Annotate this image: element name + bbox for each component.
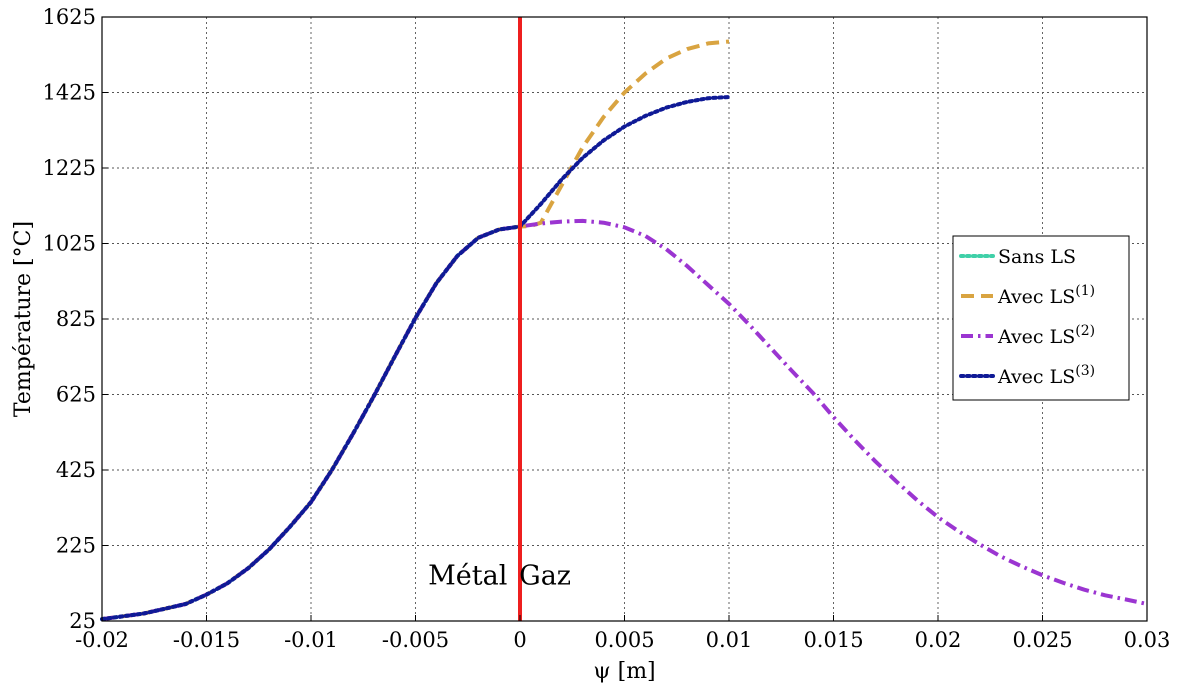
y-tick-label: 425 [56,458,96,482]
x-tick-label: -0.005 [382,628,449,652]
y-tick-label: 1625 [43,5,96,29]
y-tick-label: 25 [69,609,96,633]
axis-ticks: -0.02 -0.015 -0.01 -0.005 0 0.005 0.01 0.015 0.0… [43,5,1171,652]
y-tick-label: 1025 [43,232,96,256]
x-tick-label: 0.025 [1012,628,1072,652]
series-lines [100,39,1148,622]
y-tick-label: 225 [56,534,96,558]
series-line-4 [100,95,731,622]
legend-superscript: (2) [1075,323,1095,339]
series-line-2 [101,39,730,622]
x-tick-label: 0.02 [915,628,962,652]
y-tick-label: 1225 [43,156,96,180]
x-tick-label: -0.01 [284,628,338,652]
x-tick-label: 0.005 [594,628,654,652]
x-tick-label: 0 [513,628,526,652]
x-tick-label: -0.02 [75,628,129,652]
x-tick-label: -0.015 [173,628,240,652]
legend-label: Sans LS [998,246,1076,268]
y-axis-title: Température [°C] [11,221,36,417]
annotation-metal: Métal [428,560,507,591]
y-tick-label: 1425 [43,81,96,105]
x-tick-label: 0.015 [803,628,863,652]
x-tick-label: 0.01 [706,628,753,652]
legend-box [952,235,1130,401]
y-tick-label: 825 [56,307,96,331]
legend-superscript: (1) [1075,283,1095,299]
y-tick-label: 625 [56,383,96,407]
annotation-gaz: Gaz [519,560,571,591]
legend-superscript: (3) [1075,363,1095,379]
x-axis-title: ψ [m] [593,659,655,684]
x-tick-label: 0.03 [1124,628,1171,652]
